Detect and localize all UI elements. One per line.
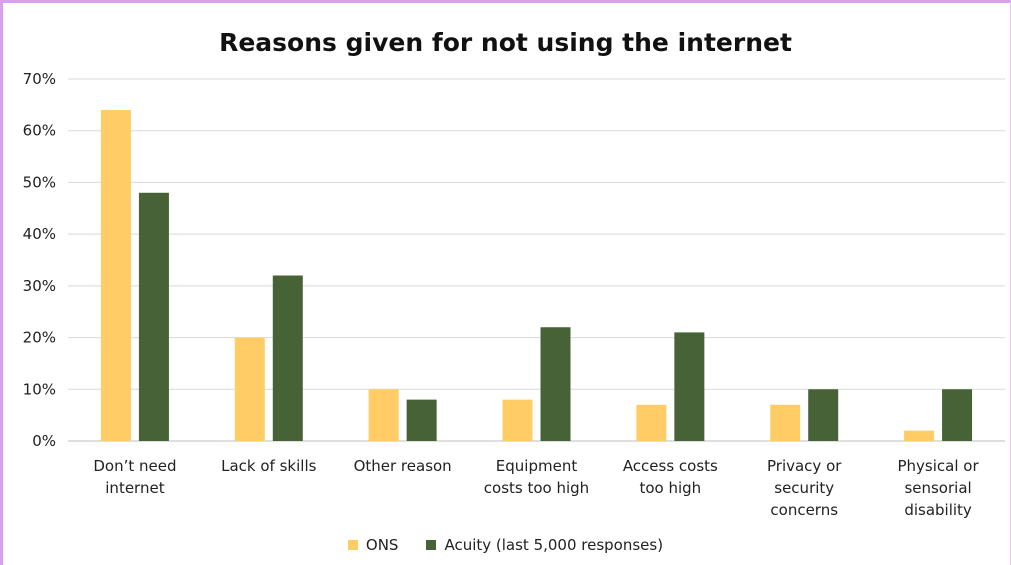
y-tick-label: 0% [32,432,56,450]
x-tick-label: Access costs [623,457,718,475]
bar-ons [100,110,131,442]
bar-acuity [272,275,303,441]
bar-acuity [808,389,839,441]
x-tick-label: costs too high [484,479,589,497]
bar-ons [904,430,935,441]
x-tick-label: internet [105,479,164,497]
x-tick-label: Don’t need [93,457,176,475]
y-tick-label: 30% [23,277,56,295]
x-tick-label: Equipment [496,457,578,475]
y-tick-label: 70% [23,70,56,88]
chart-legend: ONS Acuity (last 5,000 responses) [0,536,1011,554]
legend-swatch-acuity [426,540,437,550]
bar-ons [636,404,667,441]
x-tick-label: Privacy or [767,457,842,475]
bar-acuity [138,192,169,441]
x-tick-label: Other reason [354,457,452,475]
bar-acuity [674,332,705,441]
legend-swatch-ons [347,540,358,550]
chart-title: Reasons given for not using the internet [219,28,792,57]
bar-acuity [540,327,571,441]
y-tick-label: 40% [23,225,56,243]
x-tick-label: Physical or [898,457,980,475]
bar-ons [502,399,533,441]
x-tick-label: Lack of skills [221,457,316,475]
y-tick-label: 10% [23,380,56,398]
y-tick-label: 60% [23,122,56,140]
x-tick-label: too high [639,479,701,497]
bar-acuity [942,389,973,441]
bar-ons [234,337,265,441]
x-tick-label: concerns [770,501,838,519]
legend-label-acuity: Acuity (last 5,000 responses) [444,536,664,554]
legend-label-ons: ONS [365,536,399,554]
bar-ons [770,404,801,441]
x-tick-label: disability [904,501,972,519]
bar-ons [368,389,399,441]
y-tick-label: 20% [23,329,56,347]
x-tick-label: security [774,479,834,497]
bar-acuity [406,399,437,441]
legend-item-acuity: Acuity (last 5,000 responses) [426,536,663,554]
legend-item-ons: ONS [347,536,399,554]
x-tick-label: sensorial [904,479,971,497]
y-tick-label: 50% [23,173,56,191]
